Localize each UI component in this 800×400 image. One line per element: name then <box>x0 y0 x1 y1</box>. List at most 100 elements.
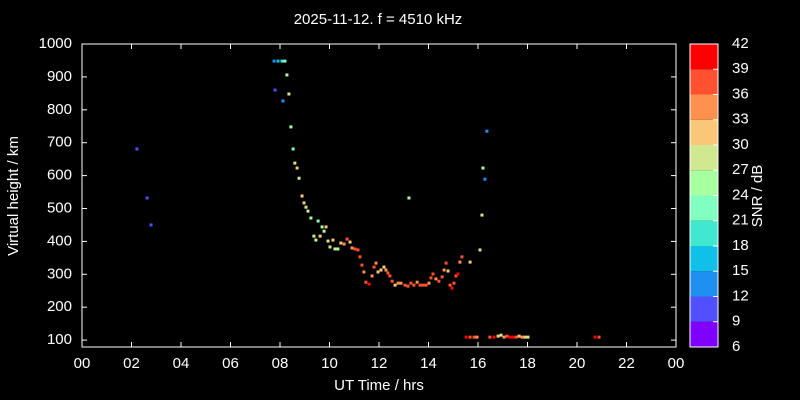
point <box>283 59 287 63</box>
point <box>407 196 411 200</box>
x-tick-label: 14 <box>420 355 437 372</box>
colorbar-band <box>690 271 718 297</box>
x-tick-label: 06 <box>222 355 239 372</box>
x-tick-label: 08 <box>272 355 289 372</box>
colorbar-tick-label: 9 <box>732 313 740 330</box>
point <box>526 335 530 339</box>
x-axis-label: UT Time / hrs <box>334 377 424 394</box>
colorbar-band <box>690 69 718 95</box>
point <box>496 334 500 338</box>
point <box>295 166 299 170</box>
x-tick-label: 00 <box>668 355 685 372</box>
colorbar-band <box>690 44 718 70</box>
point <box>350 246 354 250</box>
y-tick-label: 500 <box>47 199 72 216</box>
point <box>326 239 330 243</box>
point <box>434 277 438 281</box>
colorbar-band <box>690 145 718 171</box>
colorbar-tick-label: 18 <box>732 237 749 254</box>
x-tick-label: 10 <box>321 355 338 372</box>
x-tick-label: 22 <box>618 355 635 372</box>
y-tick-label: 900 <box>47 68 72 85</box>
point <box>386 271 390 275</box>
point <box>273 88 277 92</box>
point <box>309 216 313 220</box>
point <box>502 335 506 339</box>
point <box>403 283 407 287</box>
point <box>431 272 435 276</box>
point <box>384 268 388 272</box>
point <box>468 260 472 264</box>
point <box>291 147 295 151</box>
colorbar-tick-label: 39 <box>732 60 749 77</box>
colorbar-tick-label: 21 <box>732 212 749 229</box>
point <box>149 223 153 227</box>
point <box>320 225 324 229</box>
point <box>328 245 332 249</box>
point <box>472 335 476 339</box>
x-tick-label: 18 <box>519 355 536 372</box>
point <box>399 281 403 285</box>
colorbar-band <box>690 296 718 322</box>
point <box>135 147 139 151</box>
point <box>297 176 301 180</box>
point <box>362 270 366 274</box>
y-tick-label: 200 <box>47 298 72 315</box>
chart-title: 2025-11-12. f = 4510 kHz <box>294 11 463 28</box>
point <box>505 334 509 338</box>
point <box>427 281 431 285</box>
point <box>331 238 335 242</box>
x-tick-label: 04 <box>173 355 190 372</box>
colorbar-tick-label: 12 <box>732 287 749 304</box>
colorbar-band <box>690 321 718 347</box>
point <box>360 263 364 267</box>
point <box>289 125 293 129</box>
point <box>304 205 308 209</box>
colorbar-tick-label: 27 <box>732 161 749 178</box>
point <box>597 335 601 339</box>
point <box>478 248 482 252</box>
point <box>293 161 297 165</box>
point <box>437 279 441 283</box>
point <box>464 335 468 339</box>
point <box>367 282 371 286</box>
point <box>145 196 149 200</box>
point <box>446 269 450 273</box>
point <box>452 281 456 285</box>
point <box>285 73 289 77</box>
point <box>406 284 410 288</box>
point <box>511 335 515 339</box>
point <box>272 59 276 63</box>
point <box>523 335 527 339</box>
point <box>318 234 322 238</box>
point <box>444 261 448 265</box>
point <box>517 334 521 338</box>
point <box>508 335 512 339</box>
y-tick-label: 400 <box>47 232 72 249</box>
point <box>409 281 413 285</box>
point <box>312 234 316 238</box>
point <box>388 274 392 278</box>
point <box>276 59 280 63</box>
colorbar-tick-label: 15 <box>732 262 749 279</box>
x-tick-label: 00 <box>74 355 91 372</box>
y-tick-label: 300 <box>47 265 72 282</box>
point <box>458 260 462 264</box>
point <box>390 279 394 283</box>
point <box>374 261 378 265</box>
point <box>379 268 383 272</box>
point <box>454 274 458 278</box>
point <box>412 283 416 287</box>
point <box>287 92 291 96</box>
point <box>324 225 328 229</box>
colorbar-band <box>690 220 718 246</box>
point <box>353 247 357 251</box>
y-tick-label: 600 <box>47 167 72 184</box>
point <box>396 281 400 285</box>
y-tick-label: 700 <box>47 134 72 151</box>
point <box>593 335 597 339</box>
point <box>342 242 346 246</box>
point <box>421 283 425 287</box>
x-tick-label: 20 <box>569 355 586 372</box>
point <box>358 255 362 259</box>
